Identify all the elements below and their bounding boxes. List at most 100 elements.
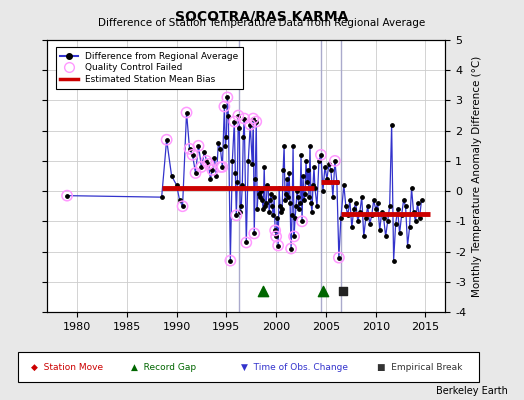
Point bbox=[357, 194, 366, 200]
Point bbox=[269, 212, 277, 218]
Point bbox=[232, 212, 241, 218]
Point bbox=[342, 203, 350, 210]
Point bbox=[396, 230, 404, 237]
Point bbox=[333, 179, 341, 185]
Point bbox=[259, 206, 267, 212]
Point bbox=[228, 158, 236, 164]
Point bbox=[409, 209, 418, 216]
Point bbox=[188, 152, 196, 158]
Point bbox=[374, 200, 382, 206]
Point bbox=[254, 185, 263, 191]
Point bbox=[298, 218, 306, 224]
Point bbox=[63, 192, 71, 199]
Point bbox=[157, 194, 166, 200]
Point bbox=[252, 118, 260, 125]
Point bbox=[362, 215, 370, 222]
Point bbox=[319, 188, 327, 194]
Point bbox=[256, 194, 265, 200]
Point bbox=[240, 115, 248, 122]
Point bbox=[226, 258, 235, 264]
Point bbox=[308, 209, 316, 216]
Point bbox=[204, 161, 213, 167]
Point bbox=[230, 118, 238, 125]
Point bbox=[294, 194, 302, 200]
Point bbox=[281, 197, 289, 203]
Point bbox=[202, 158, 211, 164]
Point bbox=[258, 197, 266, 203]
Point bbox=[176, 197, 184, 203]
Point bbox=[340, 182, 348, 188]
Text: ▼  Time of Obs. Change: ▼ Time of Obs. Change bbox=[241, 362, 348, 372]
Point bbox=[299, 173, 307, 179]
Point bbox=[162, 136, 171, 143]
Point bbox=[301, 191, 309, 197]
Point bbox=[194, 142, 203, 149]
Point bbox=[248, 161, 256, 167]
Point bbox=[411, 218, 420, 224]
Point bbox=[263, 182, 271, 188]
Point bbox=[216, 164, 225, 170]
Point bbox=[372, 206, 380, 212]
Point bbox=[417, 197, 425, 203]
Point bbox=[270, 194, 278, 200]
Point bbox=[188, 152, 196, 158]
Point bbox=[218, 164, 226, 170]
Point bbox=[244, 158, 253, 164]
Point bbox=[259, 288, 267, 294]
Point bbox=[63, 192, 71, 199]
Point bbox=[267, 191, 275, 197]
Point bbox=[214, 140, 223, 146]
Point bbox=[206, 176, 215, 182]
Point bbox=[295, 206, 303, 212]
Text: ▲  Record Gap: ▲ Record Gap bbox=[131, 362, 196, 372]
Text: ◆  Station Move: ◆ Station Move bbox=[31, 362, 104, 372]
Point bbox=[401, 203, 410, 210]
Point bbox=[384, 218, 392, 224]
Point bbox=[376, 227, 384, 234]
Point bbox=[182, 109, 191, 116]
Point bbox=[222, 134, 231, 140]
Point bbox=[337, 215, 345, 222]
Point bbox=[220, 103, 228, 110]
Point bbox=[416, 215, 424, 222]
Point bbox=[350, 206, 358, 212]
Point bbox=[278, 206, 286, 212]
Point bbox=[302, 158, 310, 164]
Point bbox=[407, 185, 416, 191]
Point bbox=[303, 179, 311, 185]
Point bbox=[291, 215, 299, 222]
Point bbox=[191, 170, 200, 176]
Point bbox=[216, 146, 225, 152]
Point bbox=[185, 146, 194, 152]
Point bbox=[346, 197, 354, 203]
Point bbox=[292, 203, 300, 210]
Point bbox=[285, 170, 293, 176]
Point bbox=[331, 158, 339, 164]
Point bbox=[399, 197, 408, 203]
Point bbox=[218, 164, 226, 170]
Point bbox=[233, 179, 242, 185]
Point bbox=[309, 182, 317, 188]
Point bbox=[264, 185, 272, 191]
Point bbox=[288, 212, 296, 218]
Point bbox=[224, 112, 233, 119]
Point bbox=[286, 200, 294, 206]
Text: SOCOTRA/RAS KARMA: SOCOTRA/RAS KARMA bbox=[176, 10, 348, 24]
Point bbox=[344, 212, 352, 218]
Point bbox=[221, 142, 230, 149]
Point bbox=[200, 149, 209, 155]
Point bbox=[406, 224, 414, 230]
Point bbox=[212, 173, 221, 179]
Point bbox=[306, 142, 314, 149]
Point bbox=[178, 203, 187, 210]
Point bbox=[178, 203, 187, 210]
Text: ■  Empirical Break: ■ Empirical Break bbox=[377, 362, 463, 372]
Point bbox=[271, 227, 279, 234]
Point bbox=[246, 122, 255, 128]
Point bbox=[240, 115, 248, 122]
Point bbox=[191, 170, 200, 176]
Point bbox=[354, 218, 362, 224]
Point bbox=[280, 142, 288, 149]
Point bbox=[275, 185, 283, 191]
Point bbox=[297, 152, 305, 158]
